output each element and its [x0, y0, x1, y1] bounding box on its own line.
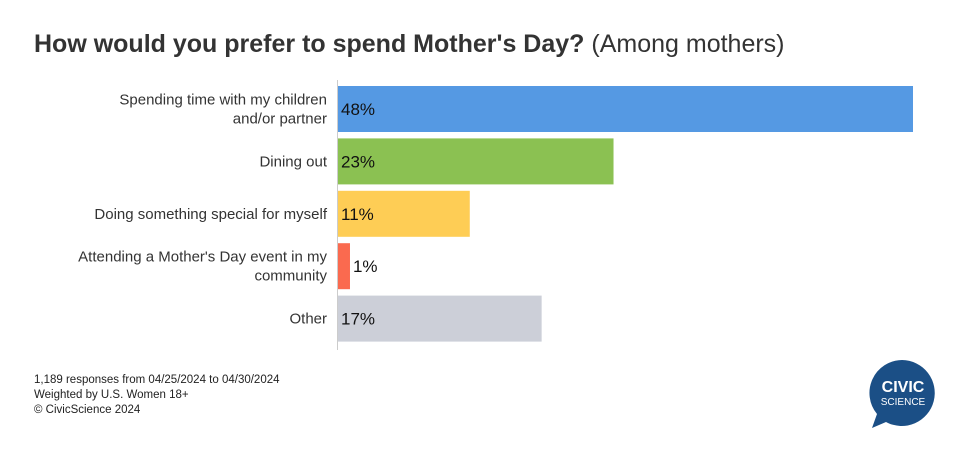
bar-value-label-3: 11%	[341, 205, 374, 224]
category-label-line: Spending time with my children	[119, 92, 327, 109]
bar-value-label-2: 23%	[341, 152, 375, 171]
category-label-line: Attending a Mother's Day event in my	[78, 249, 327, 266]
category-label-line: Doing something special for myself	[94, 206, 327, 223]
bar-value-label-5: 17%	[341, 310, 375, 329]
footnote-copyright: © CivicScience 2024	[34, 404, 141, 416]
bar-4	[338, 243, 350, 290]
bar-5	[338, 295, 542, 342]
bar-value-label-1: 48%	[341, 100, 375, 119]
chart-title-sub: (Among mothers)	[591, 30, 785, 58]
bar-3	[338, 190, 470, 237]
category-label-2: Dining out	[259, 153, 327, 170]
bars-layer: 48% Spending time with my children and/or …	[78, 86, 913, 342]
bar-2	[338, 138, 614, 185]
category-label-line: and/or partner	[233, 111, 327, 128]
logo-text-science: SCIENCE	[881, 397, 926, 408]
bar-1	[338, 86, 913, 132]
category-label-line: Dining out	[259, 153, 327, 170]
logo-badge-shape	[869, 360, 935, 428]
chart-title-main: How would you prefer to spend Mother's D…	[34, 30, 585, 58]
footnote-weighting: Weighted by U.S. Women 18+	[34, 389, 189, 401]
category-label-1: Spending time with my children and/or par…	[119, 92, 327, 128]
bar-value-label-4: 1%	[353, 257, 378, 276]
category-label-5: Other	[289, 311, 327, 328]
footnotes: 1,189 responses from 04/25/2024 to 04/30…	[34, 373, 280, 418]
category-label-3: Doing something special for myself	[94, 206, 327, 223]
category-label-4: Attending a Mother's Day event in my comm…	[78, 249, 327, 285]
chart-title: How would you prefer to spend Mother's D…	[34, 30, 785, 59]
category-label-line: community	[254, 268, 327, 285]
category-label-line: Other	[289, 311, 327, 328]
footnote-responses: 1,189 responses from 04/25/2024 to 04/30…	[34, 374, 280, 386]
civicscience-logo: CIVIC SCIENCE	[869, 360, 935, 428]
logo-text-civic: CIVIC	[882, 379, 925, 396]
